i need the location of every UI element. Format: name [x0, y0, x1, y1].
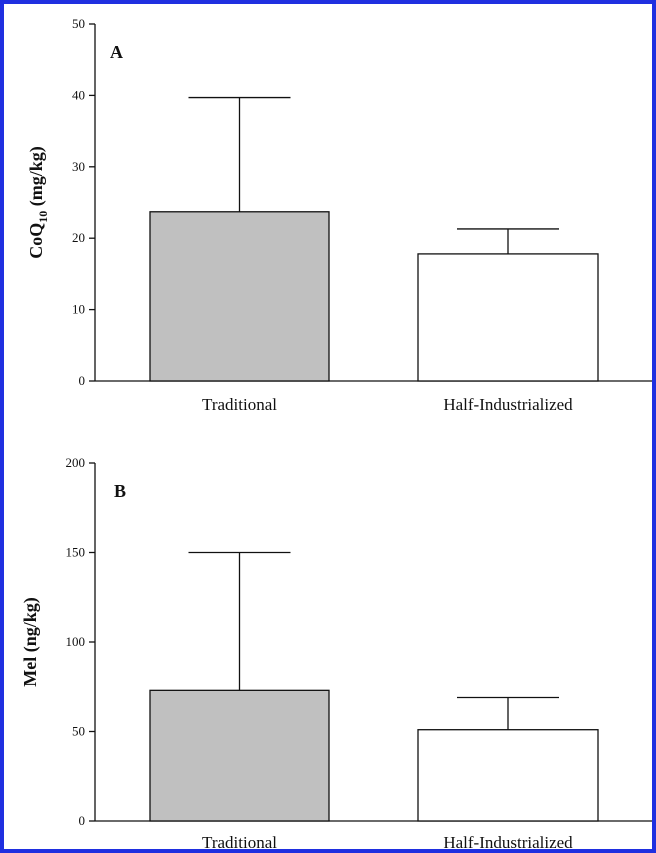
y-tick-label: 150 [66, 545, 86, 560]
y-axis-title: CoQ10 (mg/kg) [26, 146, 50, 259]
y-tick-label: 30 [72, 159, 85, 174]
x-category-label: Half-Industrialized [443, 395, 573, 414]
bar-charts-figure: 0 10 20 30 40 50 Traditional Half-Industrialize… [20, 16, 652, 849]
bar-half-industrialized [417, 729, 599, 822]
y-tick-label: 0 [79, 813, 86, 828]
y-tick-label: 200 [66, 455, 86, 470]
x-category-label: Traditional [202, 833, 277, 849]
panel-label: A [110, 42, 123, 62]
y-tick-label: 10 [72, 302, 85, 317]
x-category-label: Half-Industrialized [443, 833, 573, 849]
y-tick-label: 50 [72, 724, 85, 739]
y-tick-label: 50 [72, 16, 85, 31]
panel-label: B [114, 481, 126, 501]
bar-traditional [149, 211, 330, 382]
y-tick-label: 40 [72, 87, 85, 102]
y-tick-label: 100 [66, 634, 86, 649]
bar-half-industrialized [417, 253, 599, 382]
y-tick-label: 20 [72, 230, 85, 245]
y-axis-title: Mel (ng/kg) [20, 597, 41, 687]
x-category-label: Traditional [202, 395, 277, 414]
y-tick-label: 0 [79, 373, 86, 388]
bar-traditional [149, 689, 330, 822]
